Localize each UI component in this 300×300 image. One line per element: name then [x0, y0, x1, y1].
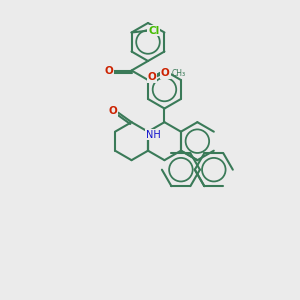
- Text: NH: NH: [146, 130, 160, 140]
- Text: O: O: [104, 65, 113, 76]
- Text: O: O: [109, 106, 118, 116]
- Text: O: O: [148, 72, 156, 82]
- Text: O: O: [161, 68, 170, 78]
- Text: CH₃: CH₃: [171, 69, 185, 78]
- Text: Cl: Cl: [148, 26, 159, 36]
